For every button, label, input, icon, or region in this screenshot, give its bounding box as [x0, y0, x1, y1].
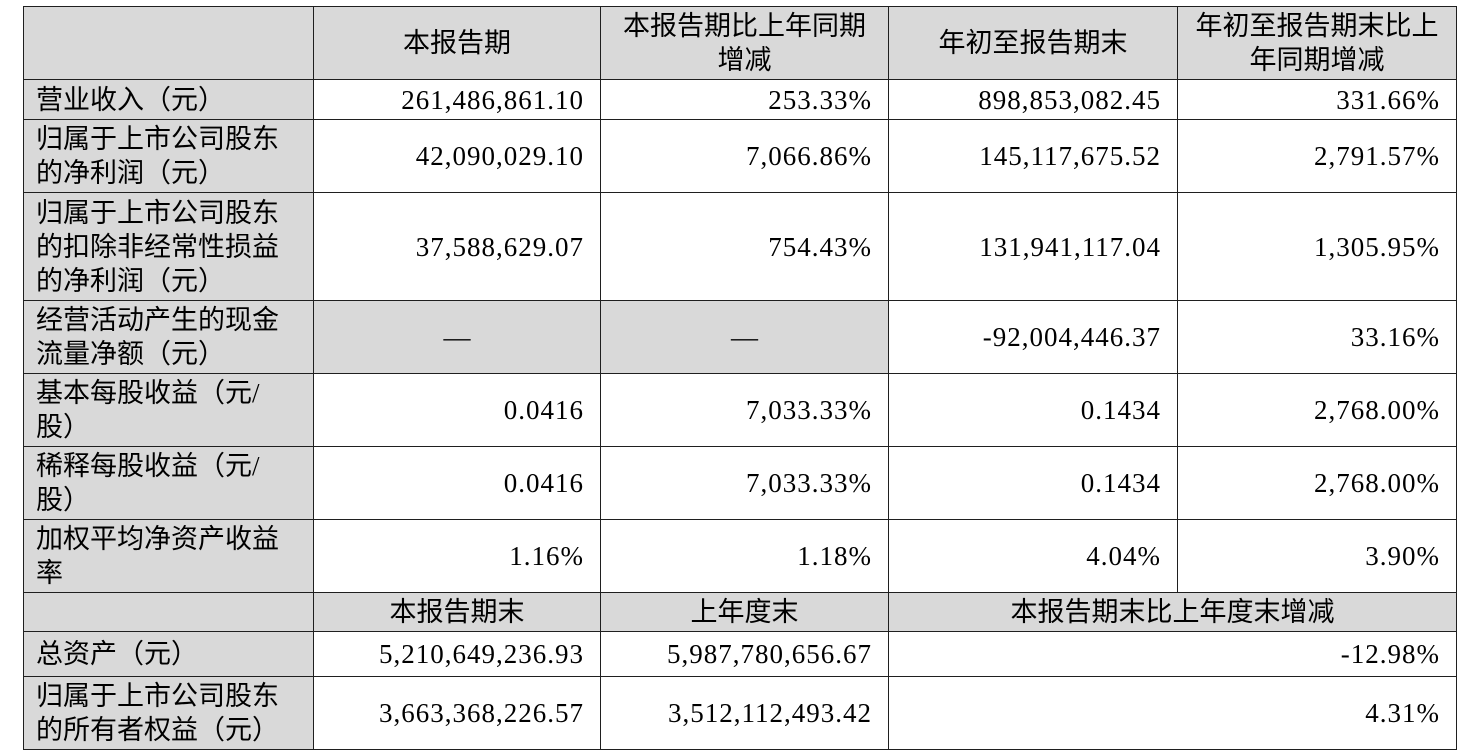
value-cell: 3,663,368,226.57	[313, 676, 601, 750]
table-row-total-assets: 总资产（元） 5,210,649,236.93 5,987,780,656.67…	[23, 631, 1457, 677]
table-header-row: 本报告期 本报告期比上年同期 增减 年初至报告期末 年初至报告期末比上 年同期增…	[23, 6, 1457, 80]
value-cell: 4.04%	[888, 519, 1178, 593]
value-cell: 253.33%	[600, 79, 889, 120]
column-header-current-period: 本报告期	[313, 6, 601, 80]
table-row-shareholders-equity: 归属于上市公司股东 的所有者权益（元） 3,663,368,226.57 3,5…	[23, 676, 1457, 750]
merged-change-cell: -12.98%	[888, 631, 1457, 677]
value-cell: 2,791.57%	[1177, 119, 1457, 193]
value-cell: 0.0416	[313, 373, 601, 447]
column-header-ytd-vs-prior-year: 年初至报告期末比上 年同期增减	[1177, 6, 1457, 80]
value-cell: 5,987,780,656.67	[600, 631, 889, 677]
corner-subheader-cell	[23, 592, 314, 632]
table-row-weighted-avg-roe: 加权平均净资产收益 率 1.16% 1.18% 4.04% 3.90%	[23, 519, 1457, 593]
row-label: 加权平均净资产收益 率	[23, 519, 314, 593]
value-cell: 3,512,112,493.42	[600, 676, 889, 750]
value-cell: 42,090,029.10	[313, 119, 601, 193]
column-header-year-to-date: 年初至报告期末	[888, 6, 1178, 80]
value-cell: 131,941,117.04	[888, 192, 1178, 301]
column-header-end-of-prior-year: 上年度末	[600, 592, 889, 632]
value-cell: 37,588,629.07	[313, 192, 601, 301]
value-cell: 7,033.33%	[600, 446, 889, 520]
row-label: 稀释每股收益（元/ 股）	[23, 446, 314, 520]
value-cell: 754.43%	[600, 192, 889, 301]
table-row-net-profit-excl-nonrecurring: 归属于上市公司股东 的扣除非经常性损益 的净利润（元） 37,588,629.0…	[23, 192, 1457, 301]
value-cell: 3.90%	[1177, 519, 1457, 593]
column-header-period-end-vs-prior-year-end: 本报告期末比上年度末增减	[888, 592, 1457, 632]
row-label: 基本每股收益（元/ 股）	[23, 373, 314, 447]
value-cell: 145,117,675.52	[888, 119, 1178, 193]
row-label: 营业收入（元）	[23, 79, 314, 120]
value-cell: 0.1434	[888, 446, 1178, 520]
value-cell: 1.18%	[600, 519, 889, 593]
column-header-current-vs-prior-year: 本报告期比上年同期 增减	[600, 6, 889, 80]
table-row-diluted-eps: 稀释每股收益（元/ 股） 0.0416 7,033.33% 0.1434 2,7…	[23, 446, 1457, 520]
value-cell: 7,066.86%	[600, 119, 889, 193]
table-row-operating-cash-flow: 经营活动产生的现金 流量净额（元） — — -92,004,446.37 33.…	[23, 300, 1457, 374]
value-cell: 2,768.00%	[1177, 446, 1457, 520]
value-cell: 33.16%	[1177, 300, 1457, 374]
merged-change-cell: 4.31%	[888, 676, 1457, 750]
row-label: 归属于上市公司股东 的扣除非经常性损益 的净利润（元）	[23, 192, 314, 301]
table-subheader-row: 本报告期末 上年度末 本报告期末比上年度末增减	[23, 592, 1457, 632]
value-cell: 7,033.33%	[600, 373, 889, 447]
value-cell: 0.0416	[313, 446, 601, 520]
financial-summary-table: 本报告期 本报告期比上年同期 增减 年初至报告期末 年初至报告期末比上 年同期增…	[23, 6, 1457, 750]
financial-summary-section: 本报告期 本报告期比上年同期 增减 年初至报告期末 年初至报告期末比上 年同期增…	[23, 6, 1457, 750]
empty-dash-cell: —	[600, 300, 889, 374]
value-cell: 1,305.95%	[1177, 192, 1457, 301]
value-cell: -92,004,446.37	[888, 300, 1178, 374]
column-header-end-of-period: 本报告期末	[313, 592, 601, 632]
table-row-operating-revenue: 营业收入（元） 261,486,861.10 253.33% 898,853,0…	[23, 79, 1457, 120]
row-label: 归属于上市公司股东 的所有者权益（元）	[23, 676, 314, 750]
value-cell: 331.66%	[1177, 79, 1457, 120]
value-cell: 2,768.00%	[1177, 373, 1457, 447]
row-label: 归属于上市公司股东 的净利润（元）	[23, 119, 314, 193]
corner-header-cell	[23, 6, 314, 80]
value-cell: 5,210,649,236.93	[313, 631, 601, 677]
table-row-net-profit: 归属于上市公司股东 的净利润（元） 42,090,029.10 7,066.86…	[23, 119, 1457, 193]
value-cell: 1.16%	[313, 519, 601, 593]
row-label: 总资产（元）	[23, 631, 314, 677]
row-label: 经营活动产生的现金 流量净额（元）	[23, 300, 314, 374]
table-row-basic-eps: 基本每股收益（元/ 股） 0.0416 7,033.33% 0.1434 2,7…	[23, 373, 1457, 447]
value-cell: 898,853,082.45	[888, 79, 1178, 120]
value-cell: 0.1434	[888, 373, 1178, 447]
empty-dash-cell: —	[313, 300, 601, 374]
value-cell: 261,486,861.10	[313, 79, 601, 120]
